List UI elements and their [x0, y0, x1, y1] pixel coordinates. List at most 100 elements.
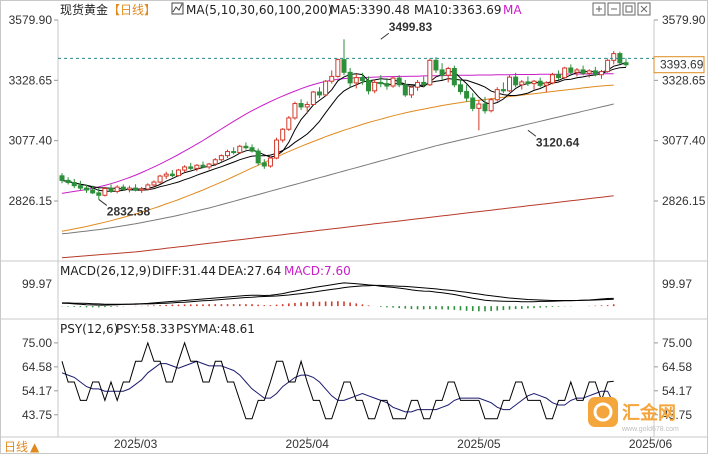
candle-body — [519, 81, 525, 86]
candle-body — [65, 179, 71, 184]
candle-body — [218, 155, 224, 161]
price-tick-label-right: 3328.65 — [662, 73, 706, 87]
ma10-line — [61, 66, 627, 191]
psy-tick-label-left: 43.75 — [22, 408, 52, 422]
candle-body — [525, 81, 531, 85]
annotation-leader — [380, 32, 390, 40]
candle-body — [598, 71, 604, 76]
candle-body — [212, 159, 218, 165]
candle-body — [347, 71, 353, 84]
ma10-value: MA10:3363.69 — [414, 3, 502, 17]
price-tick-label-left: 2826.15 — [9, 194, 53, 208]
ma-settings-label[interactable]: MA(5,10,30,60,100,200) — [186, 3, 332, 17]
period-label[interactable]: 【日线】 — [108, 3, 156, 17]
psy-plot: 75.00 75.00 64.58 64.58 54.17 54.17 43.75 43.75 — [22, 336, 692, 422]
macd-diff-line — [61, 282, 614, 306]
candle-body — [304, 104, 310, 108]
time-tick-label: 2025/06 — [629, 437, 673, 451]
price-tick-label-right: 2826.15 — [662, 194, 706, 208]
candle-body — [408, 86, 414, 96]
price-tick-label-left: 3328.65 — [9, 73, 53, 87]
candle-body — [445, 67, 451, 76]
instrument-title: 现货黄金 — [60, 2, 108, 17]
candle-body — [151, 181, 157, 186]
candle-body — [139, 188, 145, 191]
watermark-logo-icon — [588, 397, 618, 427]
candle-body — [605, 59, 611, 73]
annotation-leader — [527, 129, 537, 137]
psy-tick-label-right: 75.00 — [662, 336, 692, 350]
candle-body — [59, 175, 65, 181]
candle-body — [421, 81, 427, 86]
candle-body — [255, 150, 261, 164]
restore-icon[interactable] — [622, 2, 636, 16]
candle-body — [359, 77, 365, 81]
candle-body — [329, 75, 335, 82]
candle-body — [126, 187, 132, 191]
candle-body — [280, 128, 286, 141]
candle-body — [243, 145, 249, 149]
ma-more-label[interactable]: MA — [503, 3, 522, 17]
candle-body — [120, 186, 126, 191]
annotation-label: 3120.64 — [536, 135, 580, 149]
candle-body — [157, 175, 163, 183]
toolbar-icons — [592, 2, 651, 16]
price-tick-label-left: 3077.40 — [9, 134, 53, 148]
candle-body — [580, 69, 586, 74]
period-footer-arrow-icon[interactable]: ▲ — [30, 440, 40, 454]
candle-body — [476, 103, 482, 109]
candle-body — [415, 81, 421, 88]
candle-body — [507, 76, 513, 92]
macd-tick-label-right: 99.97 — [662, 277, 692, 291]
candle-body — [206, 163, 212, 168]
candle-body — [494, 89, 500, 101]
candle-body — [562, 67, 568, 79]
candle-body — [556, 74, 562, 79]
macd-plot: 99.97 99.97 — [22, 277, 692, 312]
candle-body — [182, 166, 188, 171]
candle-body — [464, 91, 470, 99]
candle-body — [574, 69, 580, 73]
watermark-text: 汇金网 — [622, 402, 676, 424]
candle-body — [390, 77, 396, 87]
ma100-line — [61, 103, 614, 235]
candle-body — [249, 147, 255, 152]
price-tick-label-right: 3077.40 — [662, 134, 706, 148]
candle-body — [549, 74, 555, 84]
candle-body — [84, 187, 90, 191]
period-footer-label[interactable]: 日线 — [4, 440, 28, 454]
candle-body — [537, 80, 543, 86]
watermark: 汇金网 www.gold678.com — [588, 397, 679, 433]
psy-tick-label-right: 43.75 — [662, 408, 692, 422]
candle-body — [102, 188, 108, 196]
candle-body — [457, 84, 463, 93]
annotation-leader — [98, 199, 108, 206]
candle-body — [96, 192, 102, 196]
candle-body — [592, 70, 598, 76]
candle-body — [237, 145, 243, 154]
candle-body — [586, 70, 592, 74]
watermark-url: www.gold678.com — [621, 426, 679, 433]
candle-body — [298, 103, 304, 108]
candle-body — [163, 173, 169, 177]
candle-body — [188, 166, 194, 169]
candle-body — [261, 162, 267, 167]
annotation-label: 3499.83 — [389, 20, 433, 34]
candle-body — [611, 53, 617, 61]
ma200-line — [61, 195, 614, 259]
candle-body — [500, 89, 506, 92]
ma30-line — [61, 73, 614, 194]
candle-body — [372, 81, 378, 92]
candle-body — [310, 91, 316, 106]
candle-body — [292, 103, 298, 119]
ma60-line — [61, 84, 614, 232]
candlesticks — [59, 39, 629, 200]
candle-body — [231, 151, 237, 154]
candle-body — [114, 186, 120, 192]
price-axis-ticks: 3579.90 3579.90 3328.65 3328.65 3077.40 3077.… — [9, 13, 706, 208]
candle-body — [531, 80, 537, 85]
candle-body — [169, 173, 175, 177]
candle-body — [378, 81, 384, 85]
